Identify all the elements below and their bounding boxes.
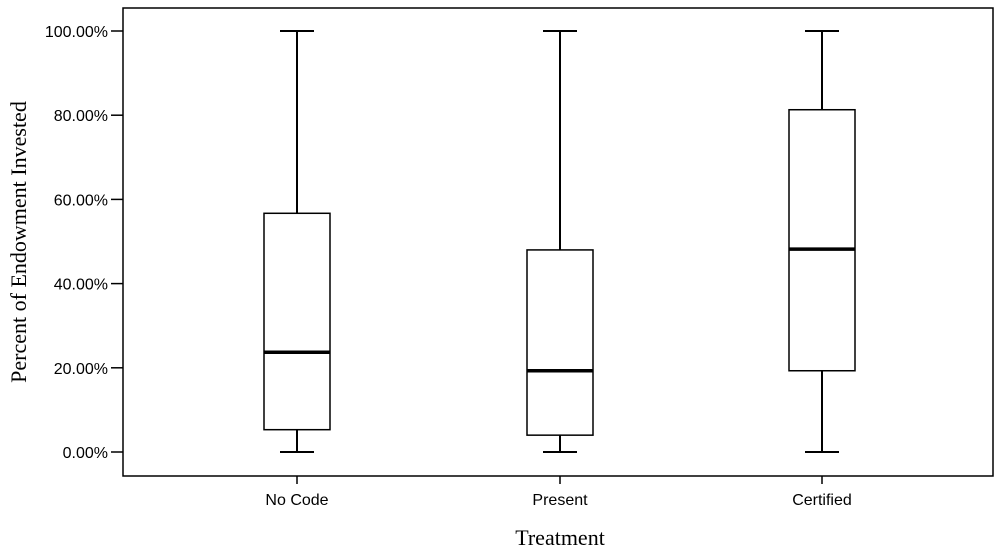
boxes — [263, 30, 856, 453]
box-group — [263, 30, 331, 453]
y-tick-label: 40.00% — [54, 277, 108, 294]
box-group — [788, 30, 856, 453]
y-axis-title: Percent of Endowment Invested — [6, 101, 31, 383]
plot-frame — [122, 7, 994, 477]
y-tick-label: 0.00% — [63, 445, 108, 462]
x-tick-label: No Code — [265, 492, 328, 509]
x-axis: No Code Present Certified — [265, 476, 852, 509]
y-tick-label: 100.00% — [45, 24, 108, 41]
box-iqr — [526, 249, 594, 436]
box-group — [526, 30, 594, 453]
y-tick-label: 60.00% — [54, 192, 108, 209]
x-tick-label: Certified — [792, 492, 852, 509]
y-tick-label: 20.00% — [54, 361, 108, 378]
y-axis: 0.00% 20.00% 40.00% 60.00% 80.00% 100.00% — [45, 24, 123, 462]
x-axis-title: Treatment — [515, 525, 605, 550]
box-iqr — [263, 212, 331, 431]
box-iqr — [788, 108, 856, 372]
x-tick-label: Present — [532, 492, 588, 509]
y-tick-label: 80.00% — [54, 108, 108, 125]
